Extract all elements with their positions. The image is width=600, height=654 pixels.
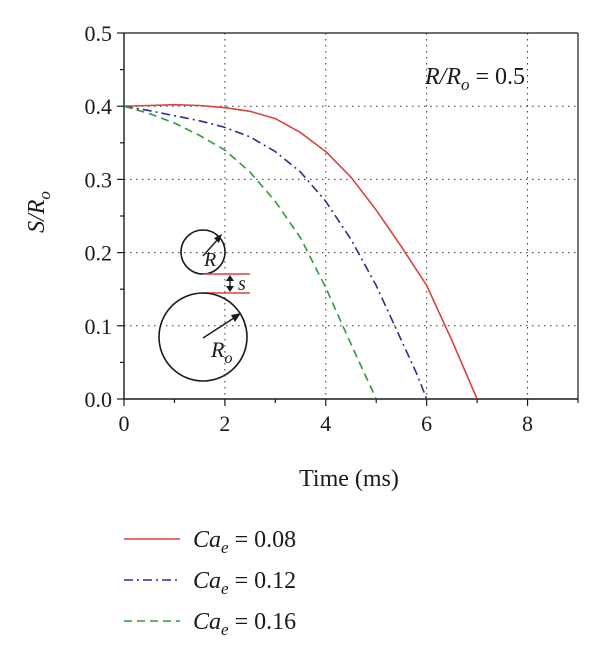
x-tick-label-4: 8 (522, 411, 533, 436)
x-tick-label-3: 6 (421, 411, 432, 436)
legend-label-main-2: Ca (193, 609, 221, 635)
y-axis-title: S/Ro (24, 191, 54, 233)
ratio-annotation-main: R/R (424, 64, 461, 90)
series-line-2 (123, 105, 377, 400)
large-radius-arrowhead (231, 313, 241, 322)
legend-label-1: Cae = 0.12 (193, 568, 296, 598)
large-radius-label: Ro (210, 337, 232, 367)
ticks: 0 2 4 6 8 0.0 0.1 0.2 0.3 0.4 0.5 (85, 21, 579, 436)
y-tick-label-2: 0.2 (85, 241, 113, 266)
y-tick-label-5: 0.5 (85, 21, 113, 46)
legend-label-2: Cae = 0.16 (193, 609, 296, 639)
large-radius-label-sub: o (224, 350, 232, 367)
x-axis-title: Time (ms) (299, 466, 399, 492)
grid (124, 33, 578, 399)
y-tick-label-1: 0.1 (85, 314, 113, 339)
y-axis-title-sub: o (35, 191, 54, 200)
legend-label-0: Cae = 0.08 (193, 527, 296, 557)
small-radius-arrowhead (214, 234, 222, 243)
inset-schematic: R s Ro (158, 229, 250, 382)
large-radius-label-main: R (210, 337, 225, 362)
legend-label-main-1: Ca (193, 568, 221, 594)
small-radius-label: R (203, 249, 216, 271)
series-line-0 (123, 103, 478, 400)
legend-label-sub-0: e (221, 538, 229, 557)
x-tick-label-0: 0 (119, 411, 130, 436)
y-axis-title-main: S/R (24, 199, 50, 233)
ratio-annotation-value: = 0.5 (470, 64, 526, 90)
series-line-1 (123, 105, 428, 400)
x-tick-label-1: 2 (219, 411, 230, 436)
large-radius-line (202, 315, 238, 339)
legend-label-sub-2: e (221, 620, 229, 639)
y-tick-label-4: 0.4 (85, 94, 113, 119)
legend-label-value-1: = 0.12 (229, 568, 297, 594)
y-tick-label-3: 0.3 (85, 167, 113, 192)
legend-label-sub-1: e (221, 579, 229, 598)
ratio-annotation: R/Ro = 0.5 (424, 64, 525, 94)
ratio-annotation-sub: o (461, 75, 470, 94)
series-lines (123, 103, 478, 400)
legend-label-main-0: Ca (193, 527, 221, 553)
large-drop-circle (158, 292, 248, 382)
small-radius-line (202, 237, 220, 257)
gap-arrow-up (226, 275, 234, 281)
gap-arrow-down (226, 286, 234, 292)
y-tick-label-0: 0.0 (85, 387, 113, 412)
x-tick-label-2: 4 (320, 411, 331, 436)
legend-label-value-0: = 0.08 (229, 527, 297, 553)
gap-label: s (238, 273, 246, 295)
legend-label-value-2: = 0.16 (229, 609, 297, 635)
